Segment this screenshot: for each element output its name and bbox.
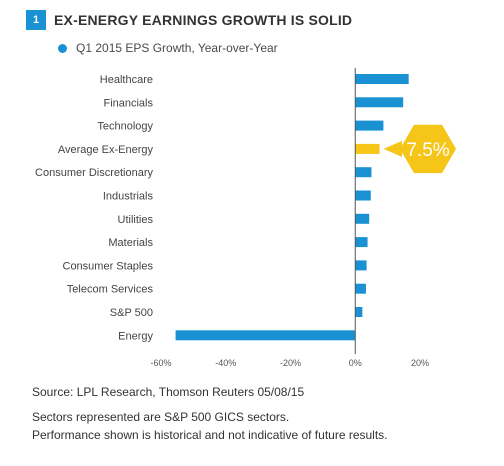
category-label: S&P 500 — [110, 307, 153, 319]
bar-chart: Healthcare Financials Technology Average Ex… — [35, 68, 456, 368]
category-label: Consumer Discretionary — [35, 167, 153, 179]
bar — [355, 283, 366, 294]
bar — [355, 143, 380, 154]
disclaimer-sectors: Sectors represented are S&P 500 GICS sec… — [32, 410, 290, 424]
x-tick-label: -40% — [215, 358, 236, 368]
bar — [355, 307, 363, 317]
disclaimer-performance: Performance shown is historical and not … — [32, 428, 388, 442]
legend-marker-icon — [58, 43, 67, 53]
source-note: Source: LPL Research, Thomson Reuters 05… — [32, 385, 305, 399]
legend: Q1 2015 EPS Growth, Year-over-Year — [58, 41, 278, 55]
x-tick-label: 20% — [411, 358, 429, 368]
category-label: Industrials — [103, 191, 154, 203]
bar — [355, 74, 409, 84]
bar — [355, 120, 384, 131]
category-label: Financials — [103, 97, 153, 109]
chart-number-badge: 1 — [26, 10, 46, 30]
category-label: Average Ex-Energy — [58, 144, 154, 156]
category-label: Consumer Staples — [63, 260, 154, 272]
bar — [355, 260, 367, 271]
category-label: Healthcare — [100, 74, 153, 86]
bar — [355, 237, 368, 248]
bar — [175, 330, 356, 341]
callout-hexagon — [400, 124, 456, 174]
x-tick-label: -20% — [280, 358, 301, 368]
legend-label: Q1 2015 EPS Growth, Year-over-Year — [76, 41, 278, 55]
bar — [355, 97, 404, 108]
x-tick-label: -60% — [150, 358, 171, 368]
category-label: Materials — [108, 237, 153, 249]
callout-pointer — [383, 140, 402, 157]
category-label: Utilities — [118, 214, 154, 226]
bar — [355, 213, 370, 224]
bar — [355, 190, 371, 201]
bar — [355, 167, 372, 178]
callout-label: 7.5% — [406, 140, 449, 161]
category-label: Energy — [118, 330, 153, 342]
x-tick-label: 0% — [349, 358, 362, 368]
chart-title: EX-ENERGY EARNINGS GROWTH IS SOLID — [54, 12, 353, 28]
category-label: Telecom Services — [67, 284, 154, 296]
category-label: Technology — [97, 121, 153, 133]
